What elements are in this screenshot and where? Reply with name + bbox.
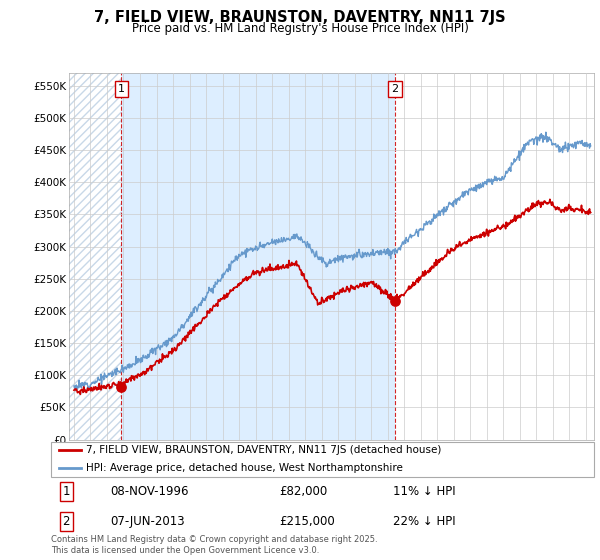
- Text: 08-NOV-1996: 08-NOV-1996: [111, 485, 189, 498]
- Text: Price paid vs. HM Land Registry's House Price Index (HPI): Price paid vs. HM Land Registry's House …: [131, 22, 469, 35]
- Text: £82,000: £82,000: [279, 485, 328, 498]
- Text: 1: 1: [118, 85, 125, 94]
- Text: 7, FIELD VIEW, BRAUNSTON, DAVENTRY, NN11 7JS (detached house): 7, FIELD VIEW, BRAUNSTON, DAVENTRY, NN11…: [86, 445, 442, 455]
- Text: 22% ↓ HPI: 22% ↓ HPI: [393, 515, 456, 528]
- Text: 1: 1: [62, 485, 70, 498]
- Text: 11% ↓ HPI: 11% ↓ HPI: [393, 485, 456, 498]
- Text: 7, FIELD VIEW, BRAUNSTON, DAVENTRY, NN11 7JS: 7, FIELD VIEW, BRAUNSTON, DAVENTRY, NN11…: [94, 10, 506, 25]
- Text: 2: 2: [62, 515, 70, 528]
- Text: 07-JUN-2013: 07-JUN-2013: [111, 515, 185, 528]
- Bar: [121, 73, 395, 440]
- Text: 2: 2: [391, 85, 398, 94]
- Text: Contains HM Land Registry data © Crown copyright and database right 2025.
This d: Contains HM Land Registry data © Crown c…: [51, 535, 377, 555]
- Text: £215,000: £215,000: [279, 515, 335, 528]
- FancyBboxPatch shape: [51, 442, 594, 477]
- Bar: [69, 73, 121, 440]
- Point: [116, 382, 126, 391]
- Point: [390, 297, 400, 306]
- Text: HPI: Average price, detached house, West Northamptonshire: HPI: Average price, detached house, West…: [86, 463, 403, 473]
